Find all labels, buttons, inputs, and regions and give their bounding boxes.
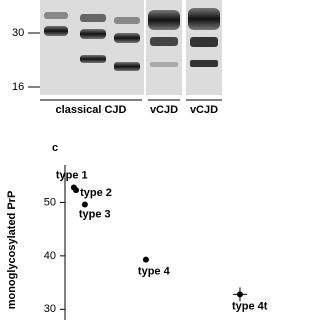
point <box>73 187 80 194</box>
group-label: vCJD <box>150 104 178 116</box>
panel-label: c <box>52 142 58 154</box>
point-label: type 4 <box>138 266 171 278</box>
point <box>81 201 88 208</box>
marker-label: 16 <box>12 81 24 93</box>
y-axis-label: monoglycosylated PrP <box>6 191 18 310</box>
point <box>142 256 149 263</box>
point-label: type 2 <box>80 187 112 199</box>
point-label: type 3 <box>79 208 111 220</box>
point-label: type 4t <box>232 300 268 312</box>
y-tick-label: 50 <box>44 196 56 208</box>
point <box>236 291 243 298</box>
group-label: classical CJD <box>56 104 127 116</box>
blot: 30 16 classical CJD vCJD vCJD <box>12 0 222 116</box>
marker-label: 30 <box>12 27 24 39</box>
y-tick-label: 40 <box>44 250 56 262</box>
group-label: vCJD <box>190 104 218 116</box>
y-tick-label: 30 <box>44 303 56 315</box>
point-label: type 1 <box>56 169 88 181</box>
